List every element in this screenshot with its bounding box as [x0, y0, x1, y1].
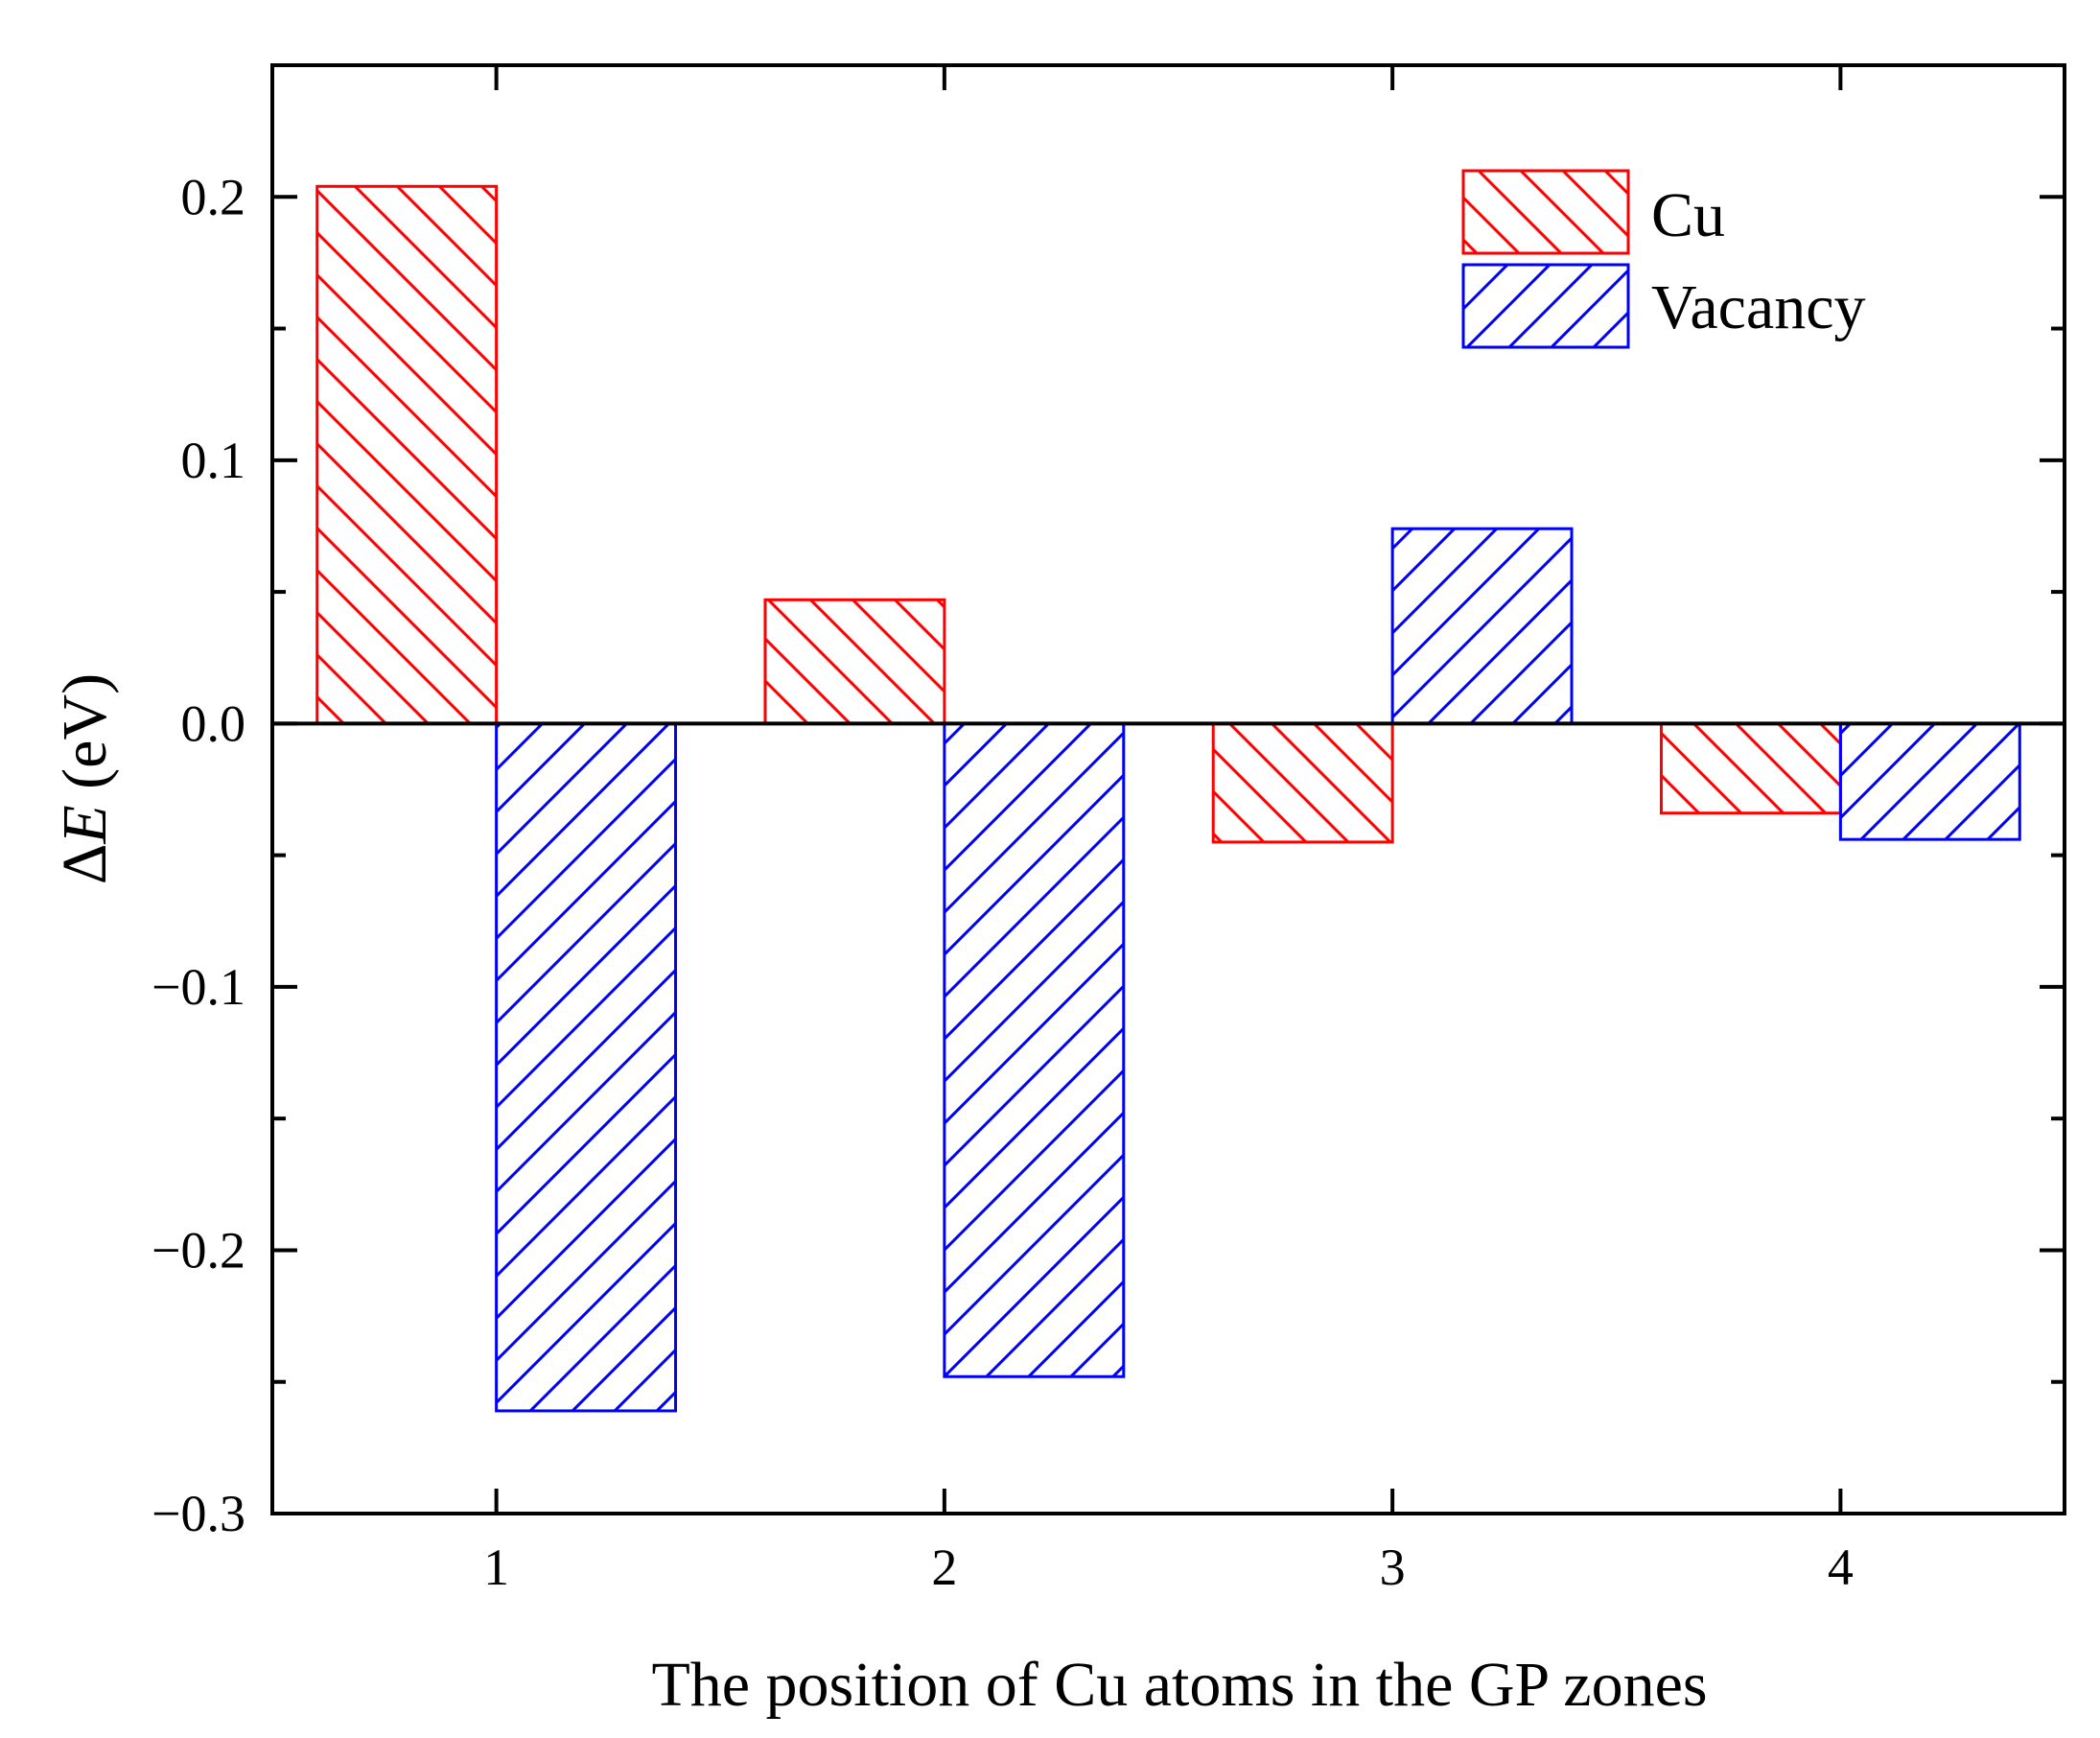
bar-vacancy-1 — [495, 721, 678, 1413]
y-tick-label: 0.1 — [181, 432, 246, 489]
x-tick-label: 3 — [1380, 1538, 1406, 1596]
legend-swatch-cu — [1461, 169, 1630, 255]
legend: Cu Vacancy — [1461, 169, 1866, 349]
y-tick-label: 0.2 — [181, 168, 246, 225]
y-tick-label: 0.0 — [181, 694, 246, 752]
x-tick-labels: 1 2 3 4 — [483, 1538, 1854, 1596]
legend-label-vacancy: Vacancy — [1651, 272, 1866, 342]
y-tick-labels: −0.3 −0.2 −0.1 0.0 0.1 0.2 — [152, 168, 245, 1542]
bar-vacancy-2 — [943, 721, 1126, 1378]
y-axis-title-unit: (eV) — [50, 673, 120, 805]
legend-label-cu: Cu — [1651, 180, 1725, 250]
plot-frame — [270, 63, 2066, 1515]
y-axis-title: ΔE (eV) — [50, 673, 120, 884]
y-tick-label: −0.3 — [152, 1485, 245, 1542]
bar-vacancy-3 — [1390, 527, 1574, 725]
x-tick-label: 2 — [931, 1538, 957, 1596]
x-tick-label: 4 — [1828, 1538, 1854, 1596]
legend-swatch-vacancy — [1461, 263, 1630, 349]
ticks-layer — [272, 65, 2065, 1515]
bar-cu-3 — [1211, 721, 1394, 844]
bar-cu-2 — [763, 598, 946, 725]
x-axis-title: The position of Cu atoms in the GP zones — [651, 1650, 1707, 1720]
bars-layer — [315, 184, 2021, 1413]
y-tick-label: −0.2 — [152, 1221, 245, 1279]
x-tick-label: 1 — [483, 1538, 509, 1596]
y-axis-title-var: E — [50, 805, 120, 844]
y-tick-label: −0.1 — [152, 958, 245, 1016]
y-axis-title-delta: Δ — [50, 844, 120, 884]
bar-cu-4 — [1659, 721, 1842, 815]
bar-cu-1 — [315, 184, 499, 725]
bar-vacancy-4 — [1838, 721, 2021, 841]
